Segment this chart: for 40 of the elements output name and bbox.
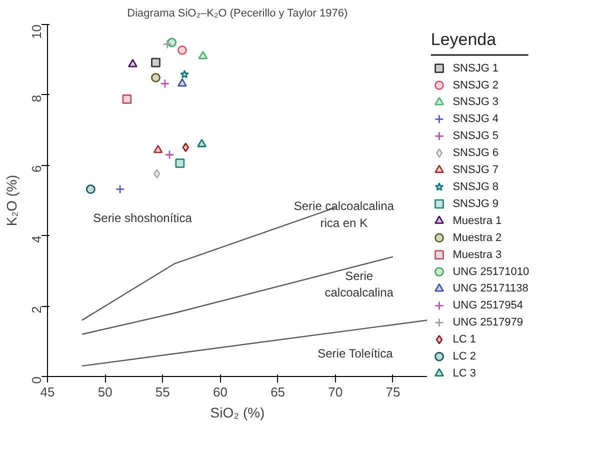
- x-tick-label: 60: [212, 384, 228, 400]
- y-axis-title: K₂O (%): [4, 174, 20, 226]
- annotation: Serie Toleítica: [318, 346, 394, 361]
- y-tick-label: 10: [29, 24, 44, 39]
- x-tick-label: 65: [270, 384, 286, 400]
- legend-label: SNSJG 8: [452, 180, 499, 193]
- legend-label: SNSJG 7: [452, 164, 499, 176]
- annotation: Serie calcoalcalina rica en K: [294, 199, 394, 230]
- legend-label: SNSJG 3: [452, 96, 499, 108]
- x-tick-label: 75: [386, 384, 400, 400]
- y-tick-label: 6: [29, 165, 44, 173]
- x-tick-label: 70: [328, 384, 343, 400]
- legend-label: SNSJG 2: [452, 79, 499, 92]
- y-tick-label: 8: [29, 94, 44, 102]
- legend-label: UNG 2517954: [452, 300, 524, 312]
- legend-label: UNG 2517979: [452, 316, 524, 329]
- legend-label: SNSJG 5: [452, 130, 499, 142]
- annotation: Serie calcoalcalina: [324, 268, 394, 300]
- y-tick-label: 4: [29, 236, 44, 243]
- legend-label: Muestra 2: [452, 232, 502, 244]
- legend-label: Muestra 1: [452, 214, 502, 227]
- x-tick-label: 45: [40, 384, 55, 400]
- legend-label: SNSJG 4: [452, 113, 499, 126]
- legend-label: UNG 25171138: [452, 282, 528, 295]
- legend-label: LC 3: [452, 367, 476, 380]
- chart-title: Diagrama SiO₂–K₂O (Pecerillo y Taylor 1976): [127, 8, 348, 20]
- legend-label: SNSJG 6: [452, 147, 499, 160]
- legend-label: Muestra 3: [452, 248, 502, 261]
- legend-label: LC 2: [452, 350, 476, 363]
- x-axis-title: SiO₂ (%): [210, 404, 265, 420]
- annotation: Serie shoshonítica: [93, 211, 192, 226]
- y-tick-label: 2: [29, 306, 44, 314]
- legend-title: Leyenda: [430, 30, 497, 50]
- y-tick-label: 0: [29, 376, 44, 384]
- legend-label: LC 1: [452, 334, 476, 346]
- x-tick-label: 50: [98, 384, 112, 400]
- legend-label: SNSJG 1: [452, 62, 499, 74]
- legend-label: SNSJG 9: [452, 198, 499, 210]
- legend-label: UNG 25171010: [452, 266, 530, 278]
- x-tick-label: 55: [155, 384, 170, 400]
